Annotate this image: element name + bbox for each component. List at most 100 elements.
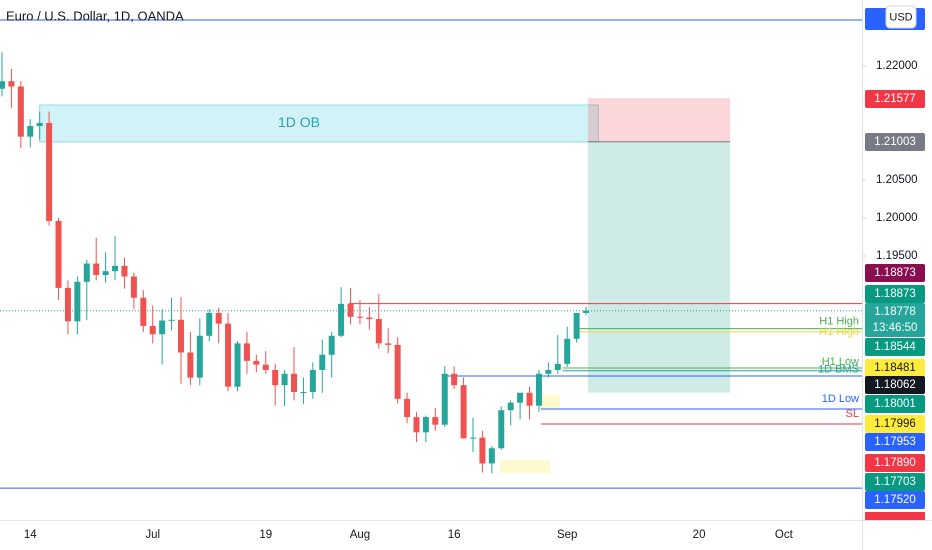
price-tag-label: 1.18873 (874, 267, 916, 279)
candle-body (83, 263, 90, 282)
price-tag-label: 1.18873 (874, 288, 916, 300)
candle-body (177, 319, 184, 353)
y-tick-label: 1.19500 (876, 250, 918, 262)
level-label: 1D Low (822, 393, 859, 405)
candle-body (253, 360, 260, 365)
candle-body (291, 373, 298, 393)
candle-body (488, 448, 495, 464)
highlight (500, 460, 550, 473)
candle-body (338, 303, 345, 336)
level-label: H1 Low (822, 356, 859, 368)
x-tick-label: Jul (145, 529, 160, 541)
price-tag (865, 491, 925, 509)
zone-label: 1D OB (278, 114, 320, 130)
level-label: H1 High (819, 326, 859, 338)
chart-title: Euro / U.S. Dollar, 1D, OANDA (6, 8, 184, 23)
candle-body (441, 373, 448, 425)
candle-body (526, 392, 533, 406)
price-tag-label: 1.17890 (874, 457, 916, 469)
price-tag-label: 1.21577 (874, 93, 916, 105)
candle-body (281, 373, 288, 386)
price-tag (865, 285, 925, 303)
price-tag (865, 512, 925, 520)
level-label: 1D BMS (818, 364, 859, 376)
candle-body (243, 343, 250, 361)
candle-body (507, 402, 514, 411)
price-tag (865, 359, 925, 377)
candle-body (36, 122, 43, 127)
candle-body (17, 86, 24, 137)
currency-button[interactable] (885, 5, 917, 29)
candle-body (121, 265, 128, 277)
candle-body (404, 398, 411, 418)
countdown: 13:46:50 (873, 322, 918, 334)
price-tag (865, 376, 925, 394)
x-tick-label: 16 (448, 529, 461, 541)
price-tag (865, 338, 925, 356)
price-tag-label: 1.18544 (874, 341, 916, 353)
candle-body (262, 364, 269, 370)
candle-body (196, 335, 203, 378)
price-tag (865, 90, 925, 108)
candle-body (300, 392, 307, 394)
candle-body (554, 363, 561, 370)
currency-label: USD (889, 11, 912, 23)
x-tick-label: Oct (775, 529, 794, 541)
candle-body (394, 344, 401, 399)
price-tag (865, 303, 925, 337)
candle-body (215, 312, 222, 324)
x-tick-label: 14 (24, 529, 37, 541)
candle-body (309, 369, 316, 393)
candle-body (102, 271, 109, 275)
candle-body (130, 276, 137, 298)
candle-body (272, 369, 279, 386)
candle-body (112, 265, 119, 272)
price-tag (865, 264, 925, 282)
price-tag-label: 1.18001 (874, 398, 916, 410)
highlight (540, 395, 560, 409)
price-tag-label: 1.21003 (874, 136, 916, 148)
candle-body (347, 303, 354, 317)
price-tag-label: 1.17520 (874, 494, 916, 506)
price-tag (865, 133, 925, 151)
candle-body (470, 437, 476, 439)
candle-body (225, 323, 232, 387)
candle-body (460, 385, 467, 439)
price-tag-label: 1.17953 (874, 436, 916, 448)
candle-body (0, 81, 5, 89)
price-tag-label: 1.18481 (874, 362, 916, 374)
candle-body (451, 373, 458, 386)
price-tag-label: 1.18778 (874, 306, 916, 318)
y-tick-label: 1.20000 (876, 212, 918, 224)
price-tag-label: 1.17996 (874, 418, 916, 430)
price-tag (865, 415, 925, 433)
candle-body (46, 122, 53, 222)
candle-body (573, 312, 580, 339)
candle-body (206, 312, 213, 336)
price-tag-label: 1.17703 (874, 476, 916, 488)
candle-body (74, 281, 81, 322)
candle-body (64, 287, 71, 322)
candle-body (319, 354, 326, 370)
candle-body (564, 338, 571, 364)
x-tick-label: 20 (693, 529, 706, 541)
candle-body (159, 320, 166, 335)
candle-body (140, 297, 147, 326)
candle-body (535, 373, 542, 406)
candle-body (498, 410, 505, 449)
candle-body (375, 319, 382, 344)
x-tick-label: Sep (557, 529, 577, 541)
candle-body (93, 263, 100, 275)
candle-body (55, 221, 62, 288)
candle-body (545, 369, 552, 374)
candle-body (432, 417, 439, 425)
candle-body (149, 325, 156, 335)
candle-body (27, 126, 34, 137)
candle-body (366, 317, 373, 320)
level-label: H1 High (819, 316, 859, 328)
candle-body (234, 343, 241, 387)
